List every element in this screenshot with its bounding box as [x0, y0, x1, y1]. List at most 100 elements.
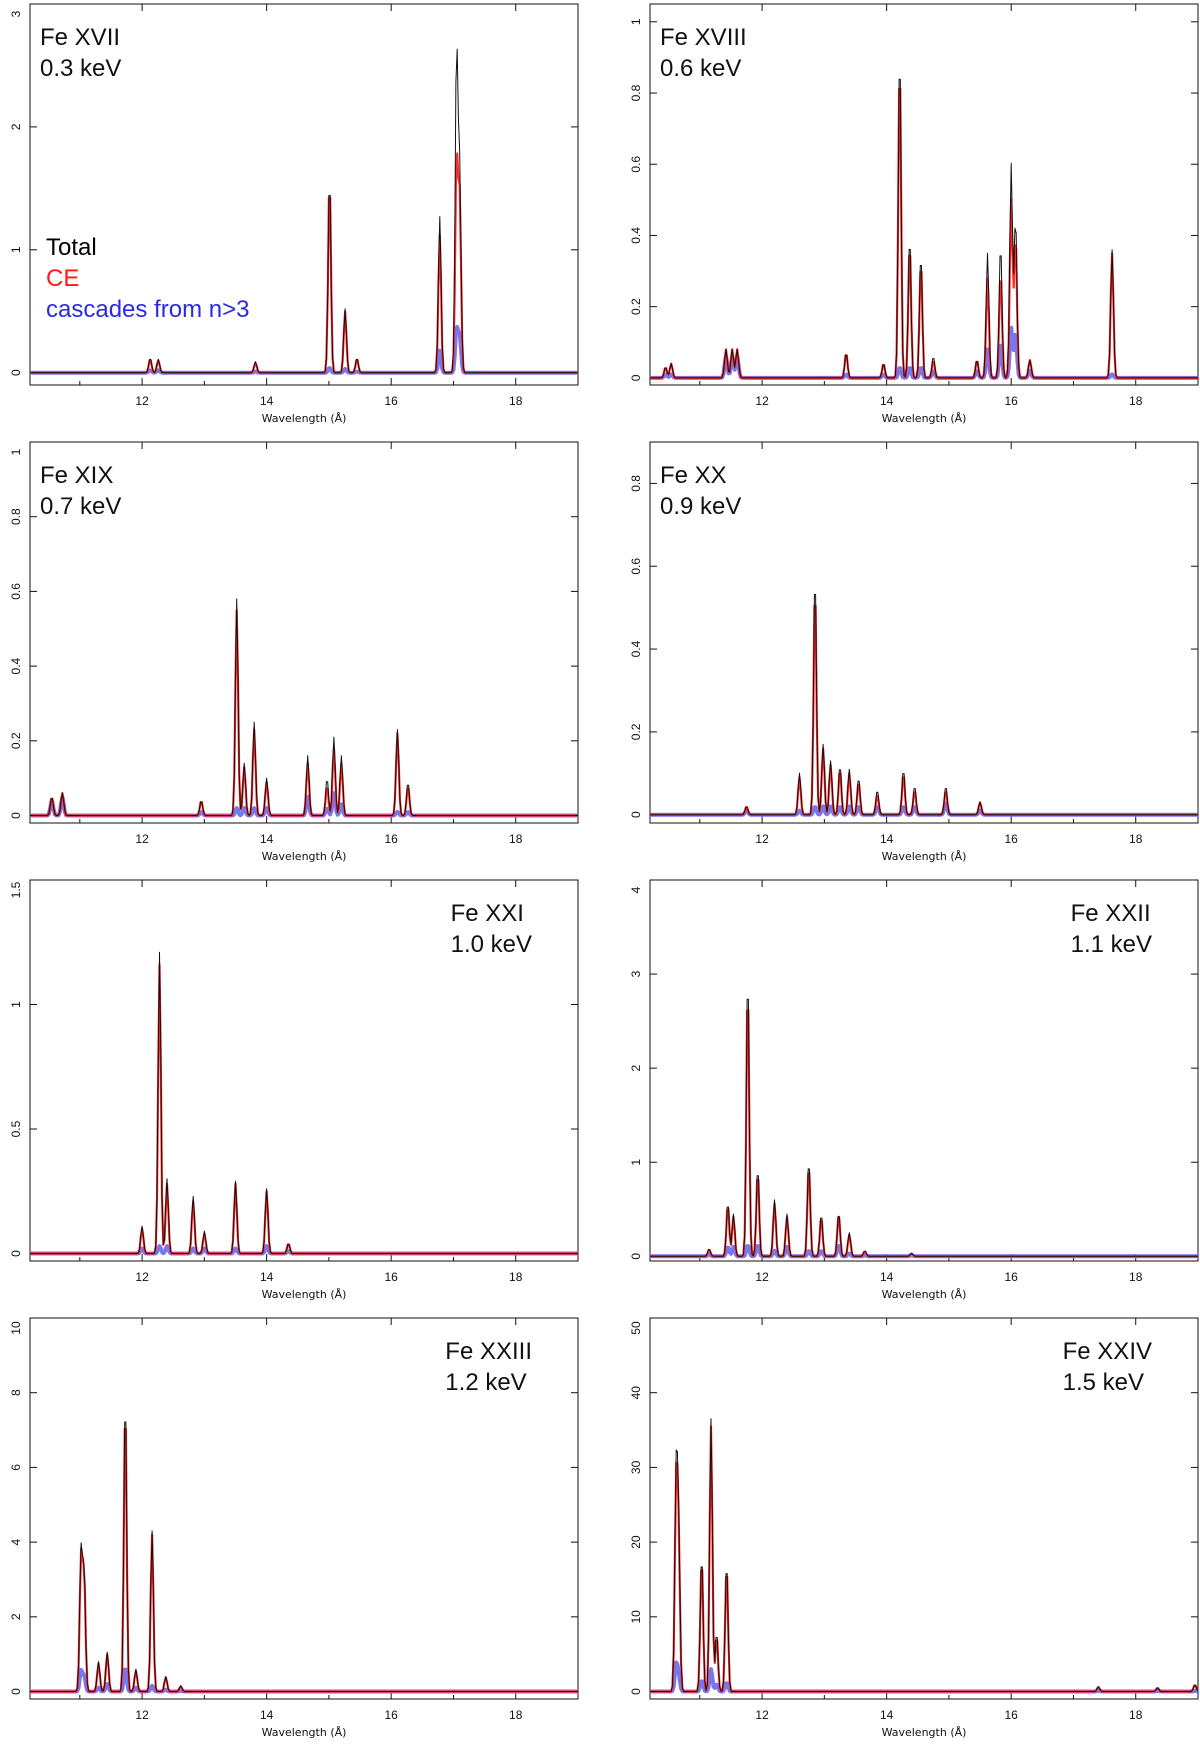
legend-cascades: cascades from n>3 — [46, 296, 250, 323]
x-tick-label: 14 — [880, 1708, 894, 1722]
y-tick-label: 0.2 — [9, 732, 23, 749]
cascade-series — [29, 1667, 579, 1694]
y-tick-label: 0.2 — [629, 723, 643, 740]
spectrum-chart: 12 14 16 18 0 0.2 0.4 0.6 0.8 Wavelength (Å) — [629, 441, 1199, 863]
x-tick-label: 12 — [135, 1270, 149, 1284]
ion-energy: 0.3 keV — [40, 55, 122, 82]
total-series — [650, 78, 1198, 379]
y-tick-label: 20 — [629, 1535, 643, 1549]
x-tick-label: 12 — [755, 1708, 769, 1722]
y-tick-label: 2 — [629, 1064, 643, 1071]
ion-energy: 1.0 keV — [450, 931, 532, 958]
x-tick-label: 18 — [1129, 1708, 1143, 1722]
plot-frame — [29, 1317, 579, 1700]
y-tick-label: 1 — [9, 246, 23, 253]
ion-energy: 1.2 keV — [445, 1369, 527, 1396]
y-tick-label: 3 — [9, 10, 23, 17]
y-tick-label: 3 — [629, 970, 643, 977]
y-tick-label: 0.2 — [629, 298, 643, 315]
legend: Total CE cascades from n>3 — [46, 232, 249, 325]
x-axis-label: Wavelength (Å) — [882, 412, 967, 425]
x-tick-label: 12 — [135, 832, 149, 846]
y-tick-label: 4 — [629, 886, 643, 893]
x-axis-label: Wavelength (Å) — [882, 1726, 967, 1739]
x-tick-label: 18 — [509, 1708, 523, 1722]
y-tick-label: 1 — [9, 448, 23, 455]
chart-panel: 12 14 16 18 0 0.5 1 1.5 Wavelength (Å) Fe XXI 1.0 … — [0, 876, 580, 1314]
y-tick-label: 0.8 — [629, 84, 643, 101]
y-tick-label: 0 — [9, 1250, 23, 1257]
ce-series — [30, 1427, 578, 1693]
y-tick-label: 1 — [9, 1001, 23, 1008]
x-tick-label: 16 — [385, 1708, 399, 1722]
legend-total: Total — [46, 234, 97, 261]
ce-series — [650, 604, 1198, 816]
x-tick-label: 18 — [1129, 1270, 1143, 1284]
x-tick-label: 16 — [1005, 1270, 1019, 1284]
total-series — [30, 48, 578, 374]
cascade-series — [649, 1660, 1199, 1694]
ion-name: Fe XVII — [40, 24, 121, 51]
y-tick-label: 0.4 — [629, 227, 643, 244]
plot-frame — [29, 879, 579, 1262]
ion-name: Fe XIX — [40, 462, 114, 489]
ion-energy: 1.1 keV — [1070, 931, 1152, 958]
ce-series — [650, 1425, 1199, 1693]
y-tick-label: 0.8 — [629, 475, 643, 492]
y-tick-label: 30 — [629, 1460, 643, 1474]
ion-name: Fe XX — [660, 462, 727, 489]
plot-frame — [649, 441, 1199, 824]
x-axis-label: Wavelength (Å) — [882, 850, 967, 863]
x-axis-label: Wavelength (Å) — [262, 1726, 347, 1739]
y-tick-label: 0 — [9, 369, 23, 376]
y-tick-label: 0.8 — [9, 508, 23, 525]
x-tick-label: 14 — [260, 1270, 274, 1284]
ion-name: Fe XXI — [450, 900, 524, 927]
x-tick-label: 18 — [1129, 394, 1143, 408]
spectrum-chart: 12 14 16 18 0 0.2 0.4 0.6 0.8 1 Wavelength (Å) — [9, 441, 579, 863]
x-tick-label: 14 — [260, 394, 274, 408]
total-series — [30, 951, 578, 1254]
total-series — [650, 593, 1198, 816]
x-tick-label: 16 — [1005, 832, 1019, 846]
ion-label: Fe XXIII 1.2 keV — [445, 1336, 532, 1398]
spectrum-chart: 12 14 16 18 0 0.2 0.4 0.6 0.8 1 Wavelength (Å) — [629, 3, 1199, 425]
legend-ce: CE — [46, 265, 80, 292]
x-tick-label: 14 — [260, 1708, 274, 1722]
y-tick-label: 0.5 — [9, 1120, 23, 1137]
x-tick-label: 14 — [260, 832, 274, 846]
ion-name: Fe XXII — [1070, 900, 1151, 927]
x-tick-label: 12 — [755, 394, 769, 408]
x-axis-label: Wavelength (Å) — [262, 412, 347, 425]
chart-panel: 12 14 16 18 0 2 4 6 8 10 Wavelength (Å) Fe XXIII 1.2… — [0, 1314, 580, 1752]
x-tick-label: 18 — [1129, 832, 1143, 846]
y-tick-label: 0 — [629, 1253, 643, 1260]
ion-energy: 0.7 keV — [40, 493, 122, 520]
chart-panel: 12 14 16 18 0 0.2 0.4 0.6 0.8 1 Wavelength (Å) Fe X… — [0, 438, 580, 876]
y-tick-label: 0 — [629, 374, 643, 381]
y-tick-label: 2 — [9, 1613, 23, 1620]
x-tick-label: 12 — [755, 832, 769, 846]
x-axis-label: Wavelength (Å) — [882, 1288, 967, 1301]
ion-energy: 0.9 keV — [660, 493, 742, 520]
ion-name: Fe XXIII — [445, 1338, 532, 1365]
ion-label: Fe XX 0.9 keV — [660, 460, 741, 522]
plot-frame — [29, 441, 579, 824]
plot-frame — [649, 1317, 1199, 1700]
y-tick-label: 0 — [9, 1688, 23, 1695]
total-series — [650, 1418, 1199, 1692]
x-tick-label: 14 — [880, 1270, 894, 1284]
x-tick-label: 12 — [755, 1270, 769, 1284]
x-axis-label: Wavelength (Å) — [262, 850, 347, 863]
x-tick-label: 18 — [509, 832, 523, 846]
ion-energy: 1.5 keV — [1062, 1369, 1145, 1396]
chart-panel: 12 14 16 18 0 1 2 3 4 Wavelength (Å) Fe XXII 1.1 ke… — [620, 876, 1200, 1314]
ion-label: Fe XXIV 1.5 keV — [1063, 1336, 1152, 1398]
x-tick-label: 16 — [1005, 394, 1019, 408]
x-axis-label: Wavelength (Å) — [262, 1288, 347, 1301]
x-tick-label: 18 — [509, 1270, 523, 1284]
y-tick-label: 10 — [9, 1321, 23, 1335]
